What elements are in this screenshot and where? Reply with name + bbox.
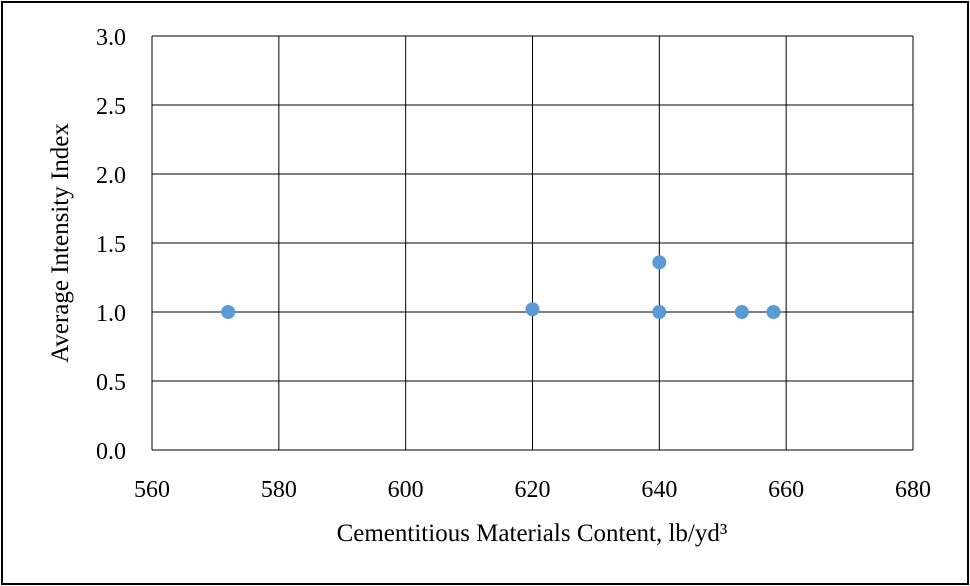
x-tick-label: 620 xyxy=(515,477,551,503)
data-point xyxy=(766,305,781,319)
data-point xyxy=(221,305,236,319)
data-point xyxy=(652,305,667,319)
y-tick-label: 2.0 xyxy=(96,163,126,189)
y-tick-label: 1.5 xyxy=(96,232,126,258)
x-tick-label: 680 xyxy=(895,477,931,503)
x-tick-label: 640 xyxy=(641,477,677,503)
data-points xyxy=(221,255,781,319)
y-tick-label: 0.0 xyxy=(96,439,126,465)
y-tick-label: 3.0 xyxy=(96,25,126,51)
y-axis-ticks: 0.0 0.5 1.0 1.5 2.0 2.5 3.0 xyxy=(96,25,126,465)
data-point xyxy=(525,302,540,317)
x-tick-label: 660 xyxy=(768,477,804,503)
y-tick-label: 2.5 xyxy=(96,94,126,120)
y-tick-label: 1.0 xyxy=(96,301,126,327)
x-tick-label: 580 xyxy=(261,477,297,503)
x-axis-ticks: 560 580 600 620 640 660 680 xyxy=(134,477,931,503)
y-axis-title: Average Intensity Index xyxy=(47,123,74,363)
x-axis-title: Cementitious Materials Content, lb/yd³ xyxy=(337,520,728,547)
data-point xyxy=(734,305,749,319)
data-point xyxy=(652,255,667,270)
y-tick-label: 0.5 xyxy=(96,370,126,396)
x-tick-label: 560 xyxy=(134,477,170,503)
grid xyxy=(151,35,914,451)
x-tick-label: 600 xyxy=(388,477,424,503)
